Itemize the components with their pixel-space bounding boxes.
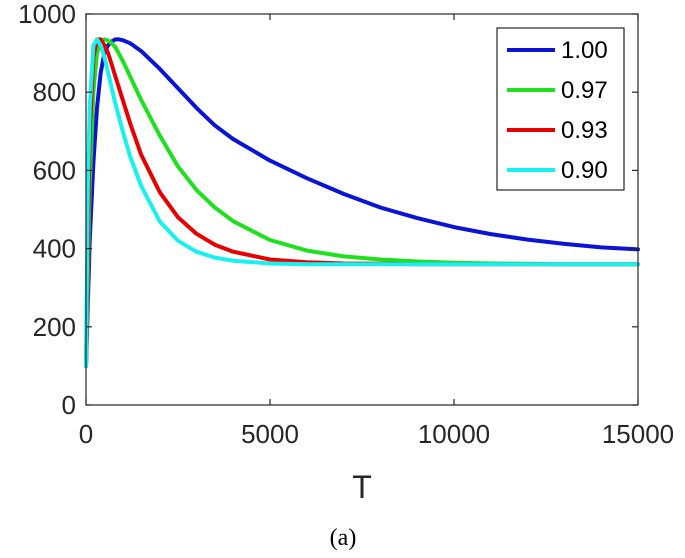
y-tick-label: 1000 <box>18 0 76 29</box>
legend-label: 0.97 <box>561 77 608 104</box>
x-tick-label: 10000 <box>418 419 490 449</box>
series-layer <box>84 37 640 368</box>
x-tick-label: 15000 <box>602 419 674 449</box>
legend-label: 0.93 <box>561 117 608 144</box>
legend-label: 0.90 <box>561 157 608 184</box>
x-tick-label: 0 <box>79 419 93 449</box>
x-axis-label: T <box>352 469 372 505</box>
legend-box <box>496 27 625 191</box>
y-tick-label: 200 <box>33 312 76 342</box>
y-tick-label: 400 <box>33 234 76 264</box>
x-ticks: 0 5000 10000 15000 <box>79 14 674 449</box>
legend-label: 1.00 <box>561 37 608 64</box>
series-line-0.90 <box>84 37 640 368</box>
x-tick-label: 5000 <box>241 419 299 449</box>
y-tick-label: 800 <box>33 77 76 107</box>
y-ticks: 0 200 400 600 800 1000 <box>18 0 638 420</box>
legend: 1.00 0.97 0.93 0.90 <box>496 27 625 191</box>
plot-frame <box>85 13 639 406</box>
figure-caption: (a) <box>330 525 357 551</box>
y-tick-label: 0 <box>62 390 76 420</box>
y-tick-label: 600 <box>33 155 76 185</box>
